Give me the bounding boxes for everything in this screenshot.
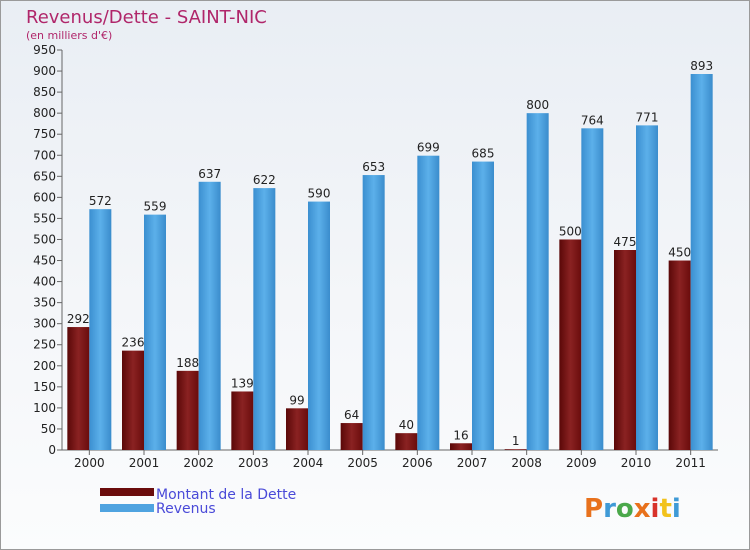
y-tick-label: 750 <box>33 127 56 141</box>
y-tick-label: 850 <box>33 85 56 99</box>
value-label-dette: 99 <box>289 393 304 407</box>
x-tick-label: 2004 <box>293 456 324 470</box>
x-tick-label: 2001 <box>129 456 160 470</box>
y-tick-label: 400 <box>33 275 56 289</box>
axes: 0 50 100 150 200 250 300 350 400 450 500 550 600 650 7… <box>33 43 718 470</box>
y-tick-label: 600 <box>33 190 56 204</box>
y-tick-label: 50 <box>41 422 56 436</box>
logo-letter: i <box>651 494 660 524</box>
y-tick-label: 200 <box>33 359 56 373</box>
chart-subtitle: (en milliers d'€) <box>26 29 112 42</box>
logo-letter: r <box>603 494 616 524</box>
bar-dette <box>395 433 418 450</box>
bar-revenus <box>417 155 440 450</box>
value-label-dette: 40 <box>399 418 414 432</box>
x-tick-label: 2008 <box>511 456 542 470</box>
value-label-dette: 16 <box>453 428 468 442</box>
value-label-dette: 64 <box>344 408 359 422</box>
value-label-dette: 188 <box>176 356 199 370</box>
bar-dette <box>231 391 254 450</box>
bar-revenus <box>690 74 713 450</box>
legend-label-revenus: Revenus <box>156 501 216 517</box>
value-label-revenus: 771 <box>636 110 659 124</box>
y-tick-label: 0 <box>48 443 56 457</box>
bar-revenus <box>472 161 494 450</box>
bar-revenus <box>198 181 221 450</box>
x-tick-label: 2009 <box>566 456 597 470</box>
bar-dette <box>614 250 636 450</box>
x-tick-label: 2002 <box>183 456 214 470</box>
bar-dette <box>286 408 308 450</box>
value-label-dette: 450 <box>668 246 691 260</box>
value-label-revenus: 800 <box>526 98 549 112</box>
bar-dette <box>340 423 363 450</box>
bar-revenus <box>144 214 166 450</box>
bar-revenus <box>581 128 604 450</box>
y-tick-label: 950 <box>33 43 56 57</box>
bar-revenus <box>308 201 330 450</box>
y-tick-label: 250 <box>33 338 56 352</box>
value-label-dette: 1 <box>512 434 520 448</box>
legend-label-debt: Montant de la Dette <box>156 487 296 503</box>
proxiti-logo: Proxiti <box>584 494 681 524</box>
value-label-revenus: 572 <box>89 194 112 208</box>
value-label-revenus: 559 <box>144 200 167 214</box>
logo-letter: o <box>616 494 634 524</box>
x-tick-label: 2000 <box>74 456 105 470</box>
y-tick-label: 450 <box>33 254 56 268</box>
bar-revenus <box>362 175 385 451</box>
value-labels: 292 572 236 559 188 637 139 622 99 590 64 653 40 699 1… <box>67 59 713 448</box>
value-label-dette: 475 <box>614 235 637 249</box>
y-tick-label: 800 <box>33 106 56 120</box>
legend-swatch-revenus <box>100 504 154 512</box>
bar-dette <box>668 260 691 450</box>
legend: Montant de la Dette Revenus <box>100 487 296 517</box>
x-tick-label: 2005 <box>347 456 378 470</box>
x-tick-label: 2007 <box>457 456 488 470</box>
legend-swatch-debt <box>100 488 154 496</box>
bar-revenus <box>526 113 549 450</box>
value-label-dette: 139 <box>231 376 254 390</box>
value-label-revenus: 590 <box>308 187 331 201</box>
bar-revenus <box>253 188 276 450</box>
value-label-dette: 292 <box>67 312 90 326</box>
value-label-dette: 500 <box>559 224 582 238</box>
y-tick-label: 900 <box>33 64 56 78</box>
bar-dette <box>122 350 144 450</box>
value-label-revenus: 685 <box>472 147 495 161</box>
x-tick-label: 2010 <box>621 456 652 470</box>
value-label-revenus: 637 <box>198 167 221 181</box>
bar-dette <box>504 449 527 450</box>
y-tick-label: 350 <box>33 296 56 310</box>
bars <box>67 74 713 451</box>
bar-dette <box>67 327 90 450</box>
logo-letter: t <box>659 494 671 524</box>
x-tick-label: 2003 <box>238 456 269 470</box>
value-label-revenus: 622 <box>253 173 276 187</box>
logo-letter: P <box>584 494 603 524</box>
bar-revenus <box>89 209 112 450</box>
bar-dette <box>450 443 472 450</box>
bar-revenus <box>636 125 658 451</box>
value-label-revenus: 699 <box>417 141 440 155</box>
value-label-revenus: 653 <box>362 160 385 174</box>
y-tick-label: 500 <box>33 232 56 246</box>
value-label-dette: 236 <box>122 336 145 350</box>
x-tick-label: 2011 <box>675 456 706 470</box>
y-tick-label: 100 <box>33 401 56 415</box>
value-label-revenus: 764 <box>581 113 604 127</box>
logo-letter: i <box>672 494 681 524</box>
logo-letter: x <box>634 494 651 524</box>
y-tick-label: 700 <box>33 148 56 162</box>
chart-title: Revenus/Dette - SAINT-NIC <box>26 7 267 28</box>
bar-dette <box>559 239 582 450</box>
y-tick-label: 650 <box>33 169 56 183</box>
y-tick-label: 150 <box>33 380 56 394</box>
y-tick-label: 550 <box>33 211 56 225</box>
x-tick-label: 2006 <box>402 456 433 470</box>
y-tick-label: 300 <box>33 317 56 331</box>
value-label-revenus: 893 <box>690 59 713 73</box>
bar-dette <box>176 370 199 450</box>
